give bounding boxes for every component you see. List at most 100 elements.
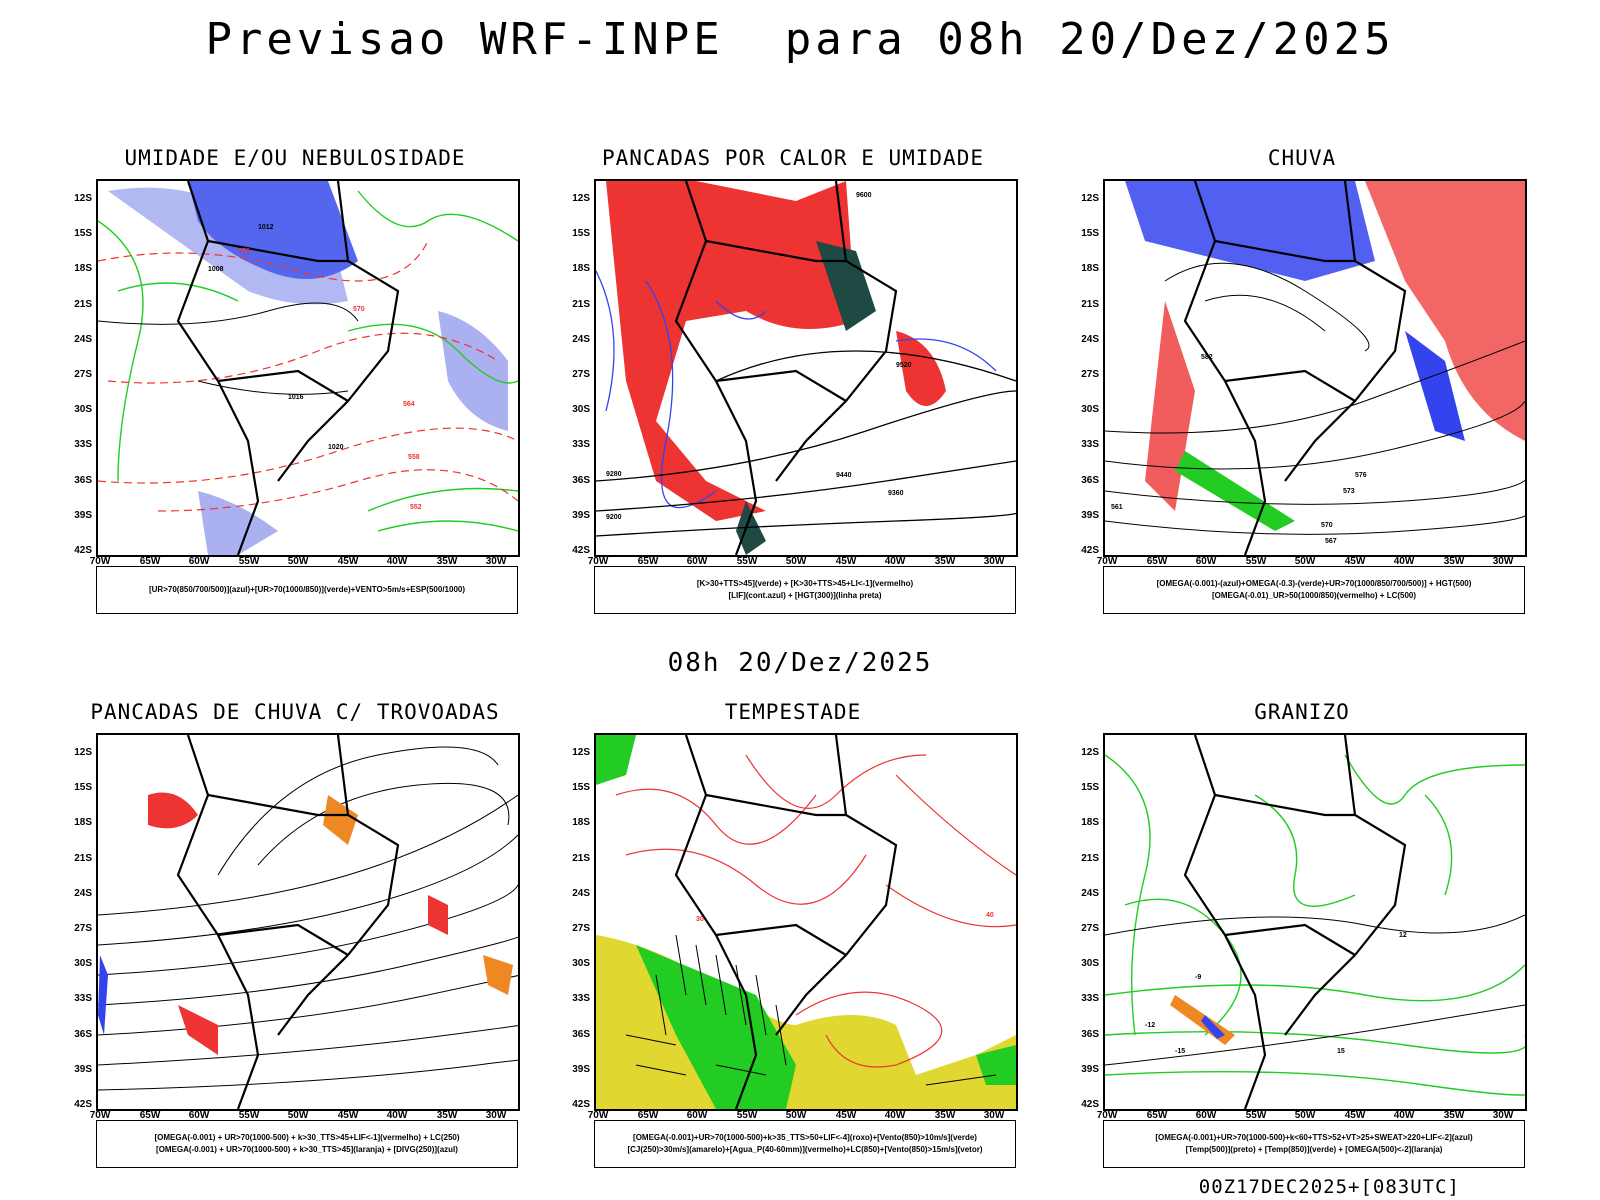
lon-tick: 50W	[785, 1110, 807, 1121]
lon-tick: 45W	[337, 556, 359, 567]
lon-tick: 30W	[983, 1110, 1005, 1121]
lat-axis: 12S 15S 18S 21S 24S 27S 30S 33S 36S 39S 42S	[562, 179, 592, 557]
lat-tick: 15S	[572, 782, 590, 793]
lon-tick: 55W	[1245, 1110, 1267, 1121]
lat-tick: 30S	[572, 958, 590, 969]
legend-trovoadas: [OMEGA(-0.001) + UR>70(1000-500) + k>30_…	[96, 1120, 518, 1168]
panel-title-umidade: UMIDADE E/OU NEBULOSIDADE	[124, 146, 466, 170]
lon-axis: 70W 65W 60W 55W 50W 45W 40W 35W 30W	[588, 1110, 1034, 1124]
lon-tick: 40W	[386, 1110, 408, 1121]
lat-tick: 42S	[572, 1099, 590, 1110]
temp500-contours	[1105, 914, 1525, 1066]
label-30: 30	[696, 916, 704, 923]
run-timestamp: 00Z17DEC2025+[083UTC]	[1198, 1176, 1460, 1198]
map-granizo-canvas: -12 -15 -9 12 15	[1105, 735, 1525, 1109]
lon-tick: 30W	[1492, 1110, 1514, 1121]
lon-tick: 50W	[1294, 556, 1316, 567]
borders	[1183, 181, 1407, 555]
lat-tick: 12S	[1081, 747, 1099, 758]
lon-tick: 35W	[1443, 1110, 1465, 1121]
lat-axis: 12S 15S 18S 21S 24S 27S 30S 33S 36S 39S 42S	[64, 733, 94, 1111]
lon-tick: 35W	[436, 556, 458, 567]
green-wind-east	[976, 1045, 1016, 1085]
red-rain-area-west	[1145, 301, 1195, 511]
lon-tick: 60W	[188, 1110, 210, 1121]
map-pancadas-calor: 9600 9520 9440 9360 9280 9200	[594, 179, 1018, 557]
lon-tick: 65W	[637, 1110, 659, 1121]
label-564: 564	[403, 401, 415, 408]
map-trovoadas	[96, 733, 520, 1111]
lat-tick: 21S	[1081, 853, 1099, 864]
lon-tick: 35W	[1443, 556, 1465, 567]
lat-tick: 27S	[74, 369, 92, 380]
lat-tick: 18S	[1081, 817, 1099, 828]
lon-tick: 40W	[884, 556, 906, 567]
teal-area-south	[736, 501, 766, 555]
lat-tick: 39S	[572, 1064, 590, 1075]
label-9520: 9520	[896, 362, 912, 369]
lat-tick: 15S	[1081, 228, 1099, 239]
lon-tick: 40W	[1393, 1110, 1415, 1121]
lat-tick: 30S	[1081, 958, 1099, 969]
lat-tick: 36S	[572, 1029, 590, 1040]
legend-chuva: [OMEGA(-0.001)-(azul)+OMEGA(-0.3)-(verde…	[1103, 566, 1525, 614]
lon-tick: 65W	[1146, 556, 1168, 567]
lon-tick: 30W	[983, 556, 1005, 567]
borders	[674, 735, 898, 1109]
lat-tick: 39S	[1081, 1064, 1099, 1075]
lat-tick: 27S	[74, 923, 92, 934]
lat-tick: 15S	[1081, 782, 1099, 793]
lon-tick: 45W	[1344, 556, 1366, 567]
lat-axis: 12S 15S 18S 21S 24S 27S 30S 33S 36S 39S 42S	[1071, 733, 1101, 1111]
blue-hail	[1201, 1015, 1225, 1039]
lon-tick: 70W	[1096, 556, 1118, 567]
lat-tick: 36S	[74, 1029, 92, 1040]
label-40: 40	[986, 912, 994, 919]
legend-line: [OMEGA(-0.001)-(azul)+OMEGA(-0.3)-(verde…	[1156, 579, 1472, 588]
borders	[674, 181, 898, 555]
lat-tick: 33S	[74, 439, 92, 450]
lat-tick: 36S	[572, 475, 590, 486]
lat-tick: 24S	[74, 334, 92, 345]
green-wind-area	[636, 945, 796, 1109]
lat-tick: 27S	[572, 923, 590, 934]
label-1008: 1008	[208, 266, 224, 273]
lon-axis: 70W 65W 60W 55W 50W 45W 40W 35W 30W	[588, 556, 1034, 570]
lon-tick: 40W	[386, 556, 408, 567]
label-minus9: -9	[1195, 974, 1201, 981]
lon-tick: 30W	[1492, 556, 1514, 567]
lon-tick: 55W	[736, 556, 758, 567]
lat-tick: 27S	[1081, 923, 1099, 934]
label-9360: 9360	[888, 490, 904, 497]
lat-tick: 39S	[74, 510, 92, 521]
legend-line: [K>30+TTS>45](verde) + [K>30+TTS>45+LI<-…	[696, 579, 914, 588]
panel-title-trovoadas: PANCADAS DE CHUVA C/ TROVOADAS	[90, 700, 500, 724]
orange-cell	[323, 795, 358, 845]
label-minus12: -12	[1145, 1022, 1155, 1029]
label-1016: 1016	[288, 394, 304, 401]
legend-umidade: [UR>70(850/700/500)](azul)+[UR>70(1000/8…	[96, 566, 518, 614]
lon-axis: 70W 65W 60W 55W 50W 45W 40W 35W 30W	[1097, 556, 1543, 570]
lon-tick: 65W	[139, 1110, 161, 1121]
lon-tick: 50W	[287, 556, 309, 567]
lat-tick: 30S	[74, 958, 92, 969]
lon-tick: 50W	[287, 1110, 309, 1121]
lon-tick: 45W	[835, 556, 857, 567]
label-12: 12	[1399, 932, 1407, 939]
lon-axis: 70W 65W 60W 55W 50W 45W 40W 35W 30W	[90, 1110, 536, 1124]
lon-tick: 60W	[188, 556, 210, 567]
humidity-area-south	[198, 491, 278, 555]
lat-tick: 12S	[74, 193, 92, 204]
lon-tick: 35W	[436, 1110, 458, 1121]
lat-tick: 42S	[572, 545, 590, 556]
hgt-contours	[596, 350, 1016, 537]
lat-tick: 18S	[572, 817, 590, 828]
lat-tick: 42S	[1081, 1099, 1099, 1110]
lon-tick: 45W	[835, 1110, 857, 1121]
lat-tick: 18S	[74, 817, 92, 828]
lon-tick: 30W	[485, 556, 507, 567]
label-570: 570	[1321, 522, 1333, 529]
lon-tick: 35W	[934, 556, 956, 567]
orange-cell-east	[483, 955, 513, 995]
lat-tick: 36S	[1081, 475, 1099, 486]
